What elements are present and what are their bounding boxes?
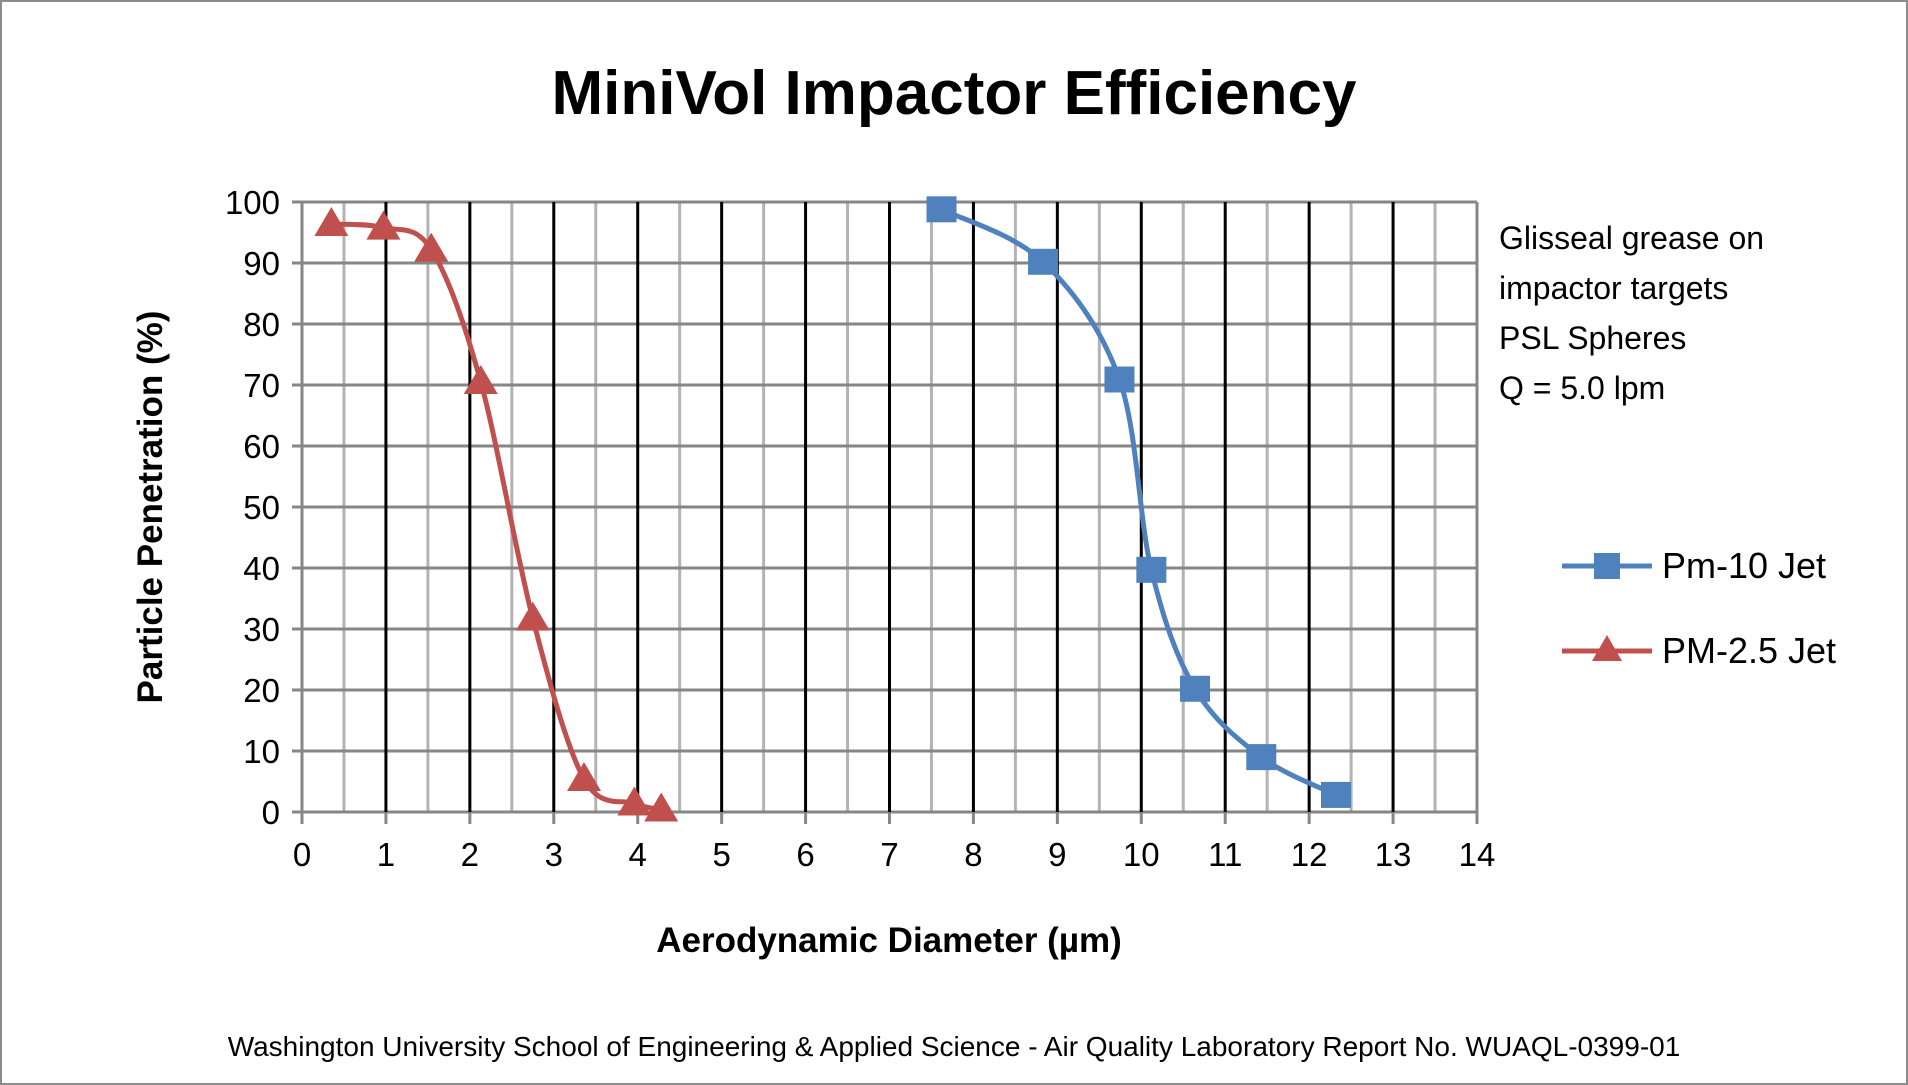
x-tick-label: 2 bbox=[461, 836, 479, 873]
legend-marker-pm10 bbox=[1594, 553, 1620, 579]
x-tick-label: 3 bbox=[545, 836, 563, 873]
y-tick-label: 10 bbox=[243, 733, 280, 770]
annotation-line: Glisseal grease on bbox=[1499, 220, 1764, 256]
annotation-line: impactor targets bbox=[1499, 270, 1728, 306]
data-point-pm25 bbox=[515, 601, 550, 631]
y-tick-label: 40 bbox=[243, 550, 280, 587]
legend-marker-pm25 bbox=[1592, 635, 1622, 661]
legend-label-pm25: PM-2.5 Jet bbox=[1662, 630, 1836, 671]
data-point-pm10 bbox=[1180, 675, 1210, 702]
x-tick-label: 10 bbox=[1123, 836, 1160, 873]
x-tick-label: 0 bbox=[293, 836, 311, 873]
grid bbox=[292, 200, 1479, 824]
x-tick-label: 11 bbox=[1208, 836, 1242, 873]
data-point-pm25 bbox=[366, 210, 401, 240]
data-point-pm25 bbox=[644, 792, 679, 822]
data-point-pm10 bbox=[1246, 744, 1277, 771]
annotation-line: Q = 5.0 lpm bbox=[1499, 370, 1665, 406]
x-tick-label: 12 bbox=[1291, 836, 1328, 873]
y-axis-label: Particle Penetration (%) bbox=[131, 311, 170, 704]
legend-label-pm10: Pm-10 Jet bbox=[1662, 545, 1826, 586]
data-point-pm10 bbox=[1104, 366, 1135, 393]
x-tick-label: 1 bbox=[377, 836, 395, 873]
data-point-pm10 bbox=[1028, 248, 1059, 275]
x-tick-label: 14 bbox=[1459, 836, 1496, 873]
series-line-pm25 bbox=[331, 221, 662, 813]
series-layer bbox=[314, 196, 1351, 822]
chart-title: MiniVol Impactor Efficiency bbox=[551, 59, 1357, 128]
x-tick-label: 4 bbox=[629, 836, 647, 873]
y-tick-label: 60 bbox=[243, 428, 280, 465]
y-tick-label: 0 bbox=[262, 794, 280, 831]
footer-text: Washington University School of Engineer… bbox=[228, 1031, 1681, 1062]
series-line-pm10 bbox=[940, 207, 1338, 798]
y-tick-label: 100 bbox=[225, 184, 280, 221]
data-point-pm25 bbox=[617, 786, 652, 816]
x-tick-label: 8 bbox=[964, 836, 982, 873]
data-point-pm25 bbox=[414, 232, 449, 262]
data-point-pm10 bbox=[926, 196, 957, 223]
data-point-pm10 bbox=[1136, 556, 1167, 583]
annotation-line: PSL Spheres bbox=[1499, 320, 1686, 356]
annotation: Glisseal grease on impactor targets PSL … bbox=[1499, 220, 1764, 406]
x-tick-label: 13 bbox=[1375, 836, 1412, 873]
legend: Pm-10 Jet PM-2.5 Jet bbox=[1562, 545, 1836, 671]
y-tick-label: 70 bbox=[243, 367, 280, 404]
x-axis-label: Aerodynamic Diameter (µm) bbox=[656, 921, 1122, 960]
data-point-pm25 bbox=[314, 206, 349, 236]
y-tick-label: 50 bbox=[243, 489, 280, 526]
x-tick-label: 5 bbox=[712, 836, 730, 873]
y-tick-label: 80 bbox=[243, 306, 280, 343]
x-tick-label: 9 bbox=[1048, 836, 1066, 873]
y-tick-label: 90 bbox=[243, 245, 280, 282]
data-point-pm10 bbox=[1321, 781, 1351, 808]
x-tick-label: 6 bbox=[796, 836, 814, 873]
x-tick-label: 7 bbox=[880, 836, 898, 873]
data-point-pm25 bbox=[463, 364, 498, 394]
y-tick-label: 30 bbox=[243, 611, 280, 648]
data-point-pm25 bbox=[567, 762, 601, 792]
y-tick-label: 20 bbox=[243, 672, 280, 709]
